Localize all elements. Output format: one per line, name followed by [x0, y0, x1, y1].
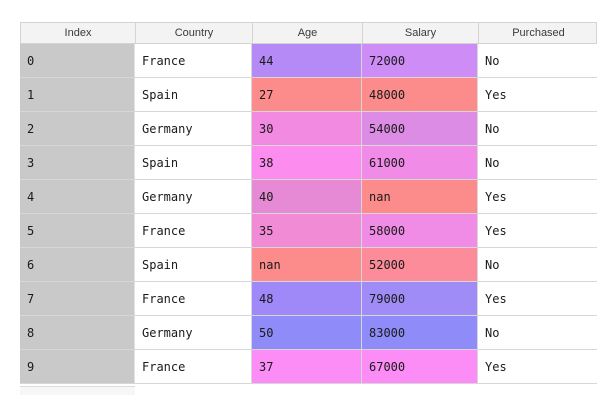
index-column-footer: [20, 387, 135, 395]
cell-purchased[interactable]: No: [478, 146, 597, 179]
cell-purchased[interactable]: Yes: [478, 78, 597, 111]
cell-salary[interactable]: 48000: [362, 78, 478, 111]
table-row[interactable]: 0 France 44 72000 No: [20, 44, 597, 78]
table-row[interactable]: 2 Germany 30 54000 No: [20, 112, 597, 146]
table-row[interactable]: 4 Germany 40 nan Yes: [20, 180, 597, 214]
column-header-row: Index Country Age Salary Purchased: [20, 22, 597, 44]
cell-index[interactable]: 8: [20, 316, 135, 349]
table-row[interactable]: 5 France 35 58000 Yes: [20, 214, 597, 248]
table-row[interactable]: 9 France 37 67000 Yes: [20, 350, 597, 384]
cell-index[interactable]: 4: [20, 180, 135, 213]
horizontal-scrollbar-track[interactable]: [20, 386, 135, 387]
cell-purchased[interactable]: Yes: [478, 214, 597, 247]
cell-purchased[interactable]: Yes: [478, 282, 597, 315]
cell-country[interactable]: France: [135, 350, 252, 383]
cell-country[interactable]: Spain: [135, 146, 252, 179]
column-header-purchased[interactable]: Purchased: [512, 27, 565, 39]
cell-age[interactable]: 38: [252, 146, 362, 179]
cell-country[interactable]: Germany: [135, 316, 252, 349]
cell-index[interactable]: 7: [20, 282, 135, 315]
cell-purchased[interactable]: No: [478, 44, 597, 77]
cell-purchased[interactable]: Yes: [478, 350, 597, 383]
cell-index[interactable]: 1: [20, 78, 135, 111]
cell-index[interactable]: 0: [20, 44, 135, 77]
table-row[interactable]: 7 France 48 79000 Yes: [20, 282, 597, 316]
cell-purchased[interactable]: Yes: [478, 180, 597, 213]
cell-country[interactable]: France: [135, 214, 252, 247]
table-row[interactable]: 1 Spain 27 48000 Yes: [20, 78, 597, 112]
cell-country[interactable]: France: [135, 282, 252, 315]
cell-country[interactable]: France: [135, 44, 252, 77]
cell-country[interactable]: Germany: [135, 112, 252, 145]
cell-purchased[interactable]: No: [478, 316, 597, 349]
table-row[interactable]: 3 Spain 38 61000 No: [20, 146, 597, 180]
cell-salary[interactable]: 61000: [362, 146, 478, 179]
cell-index[interactable]: 3: [20, 146, 135, 179]
cell-age[interactable]: 35: [252, 214, 362, 247]
column-header-country[interactable]: Country: [136, 23, 253, 43]
cell-salary[interactable]: 72000: [362, 44, 478, 77]
cell-index[interactable]: 5: [20, 214, 135, 247]
cell-age[interactable]: 44: [252, 44, 362, 77]
cell-age[interactable]: 48: [252, 282, 362, 315]
cell-salary[interactable]: 83000: [362, 316, 478, 349]
cell-age[interactable]: 30: [252, 112, 362, 145]
cell-country[interactable]: Germany: [135, 180, 252, 213]
cell-salary[interactable]: nan: [362, 180, 478, 213]
cell-age[interactable]: 50: [252, 316, 362, 349]
column-header-age[interactable]: Age: [253, 23, 363, 43]
table-body: 0 France 44 72000 No 1 Spain 27 48000 Yes 2 Germany…: [20, 44, 597, 384]
cell-index[interactable]: 6: [20, 248, 135, 281]
cell-salary[interactable]: 67000: [362, 350, 478, 383]
cell-country[interactable]: Spain: [135, 78, 252, 111]
cell-salary[interactable]: 79000: [362, 282, 478, 315]
column-header-index[interactable]: Index: [21, 23, 136, 43]
cell-country[interactable]: Spain: [135, 248, 252, 281]
cell-salary[interactable]: 52000: [362, 248, 478, 281]
table-row[interactable]: 8 Germany 50 83000 No: [20, 316, 597, 350]
dataframe-grid: Index Country Age Salary Purchased 0 Fran…: [20, 22, 597, 384]
cell-age[interactable]: 27: [252, 78, 362, 111]
cell-age[interactable]: nan: [252, 248, 362, 281]
column-header-salary[interactable]: Salary: [363, 23, 479, 43]
cell-age[interactable]: 37: [252, 350, 362, 383]
cell-salary[interactable]: 54000: [362, 112, 478, 145]
cell-salary[interactable]: 58000: [362, 214, 478, 247]
cell-age[interactable]: 40: [252, 180, 362, 213]
cell-purchased[interactable]: No: [478, 248, 597, 281]
cell-purchased[interactable]: No: [478, 112, 597, 145]
table-row[interactable]: 6 Spain nan 52000 No: [20, 248, 597, 282]
cell-index[interactable]: 2: [20, 112, 135, 145]
cell-index[interactable]: 9: [20, 350, 135, 383]
